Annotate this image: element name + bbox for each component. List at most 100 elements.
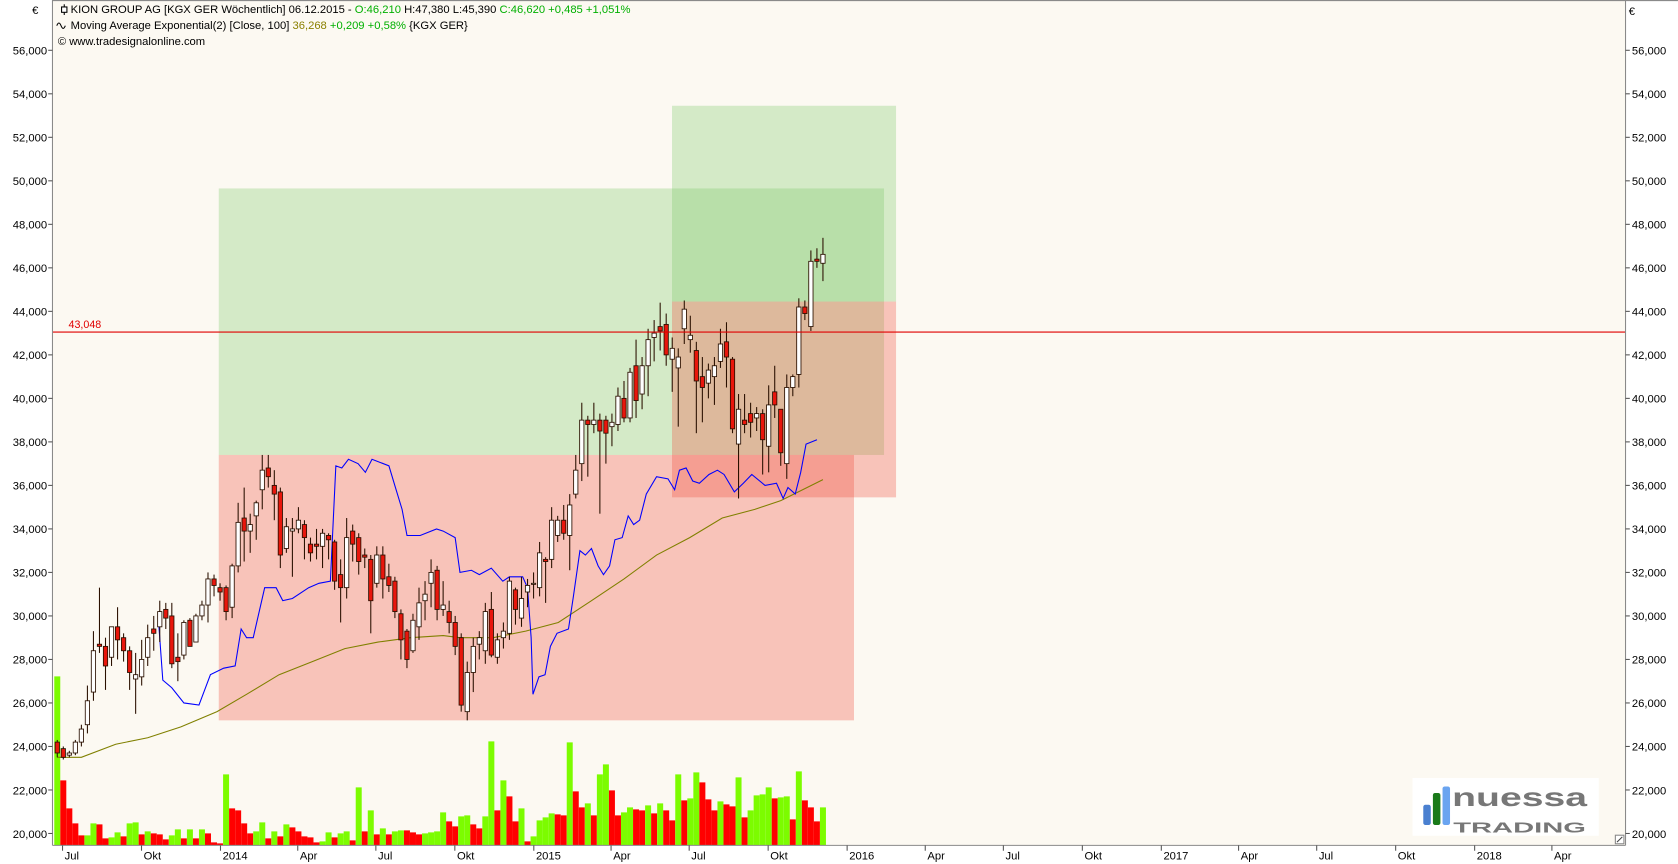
volume-bar: [681, 800, 688, 846]
volume-bar: [241, 823, 248, 846]
y-tick-label-right: 48,000: [1632, 220, 1666, 232]
volume-bar: [355, 787, 362, 846]
candle: [500, 622, 506, 649]
y-tick-label-left: 42,000: [13, 350, 47, 362]
candle: [187, 618, 193, 647]
x-tick-label: 2015: [536, 850, 561, 862]
x-tick-label: 2016: [849, 850, 874, 862]
volume-bar: [235, 810, 242, 846]
candle-body: [428, 571, 434, 584]
volume-bar: [349, 840, 356, 846]
candle-body: [663, 323, 669, 356]
volume-bar: [265, 838, 272, 846]
candle-body: [615, 395, 621, 425]
candle: [84, 685, 90, 734]
volume-bar: [536, 820, 543, 846]
zone-target[interactable]: [218, 188, 885, 455]
candle-body: [374, 554, 380, 584]
candle: [96, 587, 103, 653]
volume-bar: [90, 823, 97, 846]
volume-bar: [84, 835, 91, 846]
candle: [386, 563, 392, 592]
volume-bar: [422, 833, 429, 846]
candle: [494, 633, 500, 664]
candle-body: [416, 602, 422, 628]
candle-body: [470, 645, 476, 673]
zone-target[interactable]: [672, 105, 897, 302]
candle: [748, 402, 754, 438]
y-tick-label-right: 52,000: [1632, 133, 1666, 145]
candle-body: [133, 674, 139, 680]
price-axis-left[interactable]: 56,000 54,000 52,000 50,000 48,000 46,000 44,0…: [13, 46, 53, 841]
candle-body: [404, 630, 410, 660]
volume-bar: [361, 831, 368, 846]
candle-body: [247, 524, 253, 532]
legend-close: C:46,620 +0,485 +1,051%: [500, 4, 631, 16]
candle: [422, 581, 428, 621]
x-tick-label: Apr: [927, 850, 945, 862]
volume-bar: [783, 796, 790, 846]
horizontal-line[interactable]: 43,048: [52, 319, 1626, 333]
volume-bar: [343, 831, 350, 846]
candle: [573, 454, 579, 499]
x-tick-label: Apr: [1241, 850, 1259, 862]
zone-risk[interactable]: [672, 301, 897, 498]
candle: [549, 507, 555, 569]
resize-corner-icon[interactable]: [1614, 834, 1625, 845]
y-tick-label-left: 22,000: [13, 785, 47, 797]
candle: [772, 365, 778, 418]
candle: [458, 633, 464, 712]
volume-bar: [301, 836, 308, 846]
candle-body: [139, 659, 145, 678]
candle: [205, 572, 211, 623]
candle-body: [603, 419, 609, 434]
candle: [380, 546, 386, 599]
volume-bar: [132, 822, 139, 846]
volume-bar: [482, 816, 489, 846]
candle-body: [735, 408, 742, 445]
volume-bar: [578, 807, 585, 846]
volume-bar: [452, 826, 459, 846]
candle-body: [66, 752, 72, 756]
time-axis[interactable]: Jul Okt 2014 Apr Jul Okt 2015 Apr Jul Okt 2016 Apr J…: [61, 845, 1572, 862]
candle: [344, 518, 350, 599]
candle: [434, 565, 440, 621]
plot-area[interactable]: [52, 0, 1626, 846]
price-axis-right[interactable]: 56,000 54,000 52,000 50,000 48,000 46,000 44,0…: [1625, 46, 1667, 841]
volume-bar: [512, 821, 519, 846]
candle-body: [229, 565, 235, 608]
candle-body: [488, 608, 494, 656]
volume-bar: [247, 833, 254, 846]
candle-body: [476, 637, 482, 645]
volume-bar: [476, 828, 483, 846]
candle-body: [362, 554, 368, 558]
candle: [778, 408, 784, 466]
indicator-lines-layer: [57, 439, 824, 758]
volume-bar: [542, 817, 549, 846]
zone-risk[interactable]: [218, 454, 854, 721]
candle: [223, 585, 229, 621]
y-tick-label-right: 34,000: [1632, 524, 1666, 536]
y-tick-label-left: 50,000: [13, 176, 47, 188]
volume-bar: [458, 816, 465, 846]
volume-bar: [608, 790, 615, 846]
candle-body: [338, 574, 344, 589]
candle-body: [639, 365, 645, 395]
candle-body: [199, 604, 205, 617]
legend-open: O:46,210: [355, 4, 401, 16]
candle: [404, 628, 410, 669]
candle-body: [386, 576, 392, 586]
candle: [193, 613, 199, 643]
volume-bar: [669, 820, 676, 846]
volume-bar: [126, 823, 133, 846]
candle: [681, 300, 687, 344]
candle: [687, 315, 693, 353]
volume-bar: [156, 834, 163, 846]
volume-bar: [584, 803, 591, 846]
x-tick-label: Okt: [144, 850, 162, 862]
candle: [537, 541, 543, 597]
candle-body: [163, 608, 169, 619]
candle-body: [772, 391, 778, 406]
volume-bar: [470, 824, 477, 846]
